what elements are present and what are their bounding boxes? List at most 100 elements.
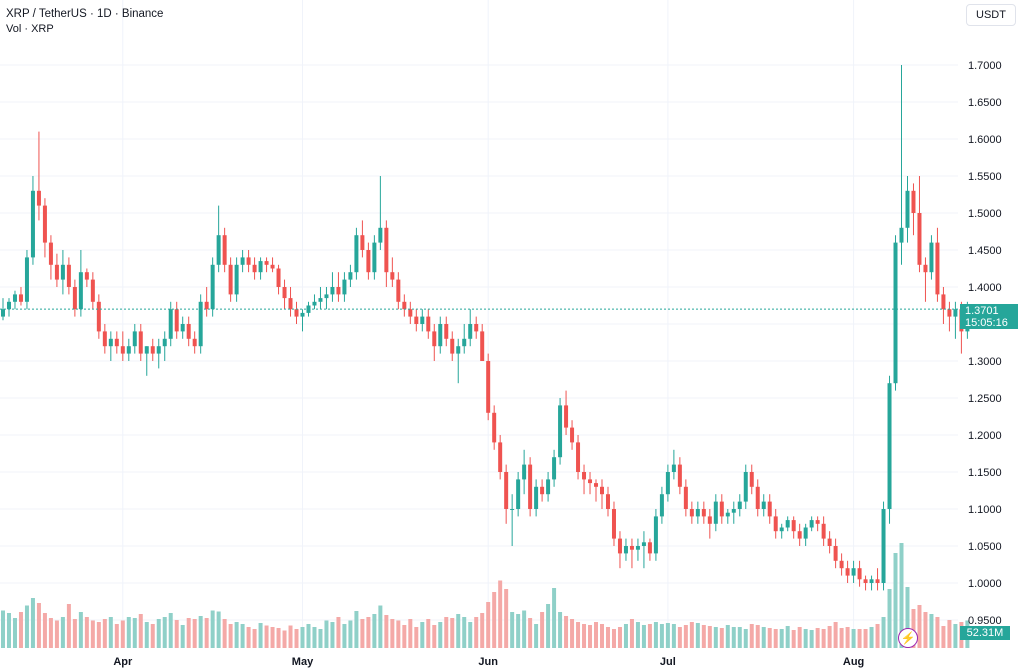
volume-bar <box>875 624 880 648</box>
candle-body <box>348 272 353 280</box>
volume-bar <box>707 626 712 648</box>
volume-bar <box>546 604 551 648</box>
volume-bar <box>683 625 688 648</box>
volume-bar <box>228 624 233 648</box>
candle-body <box>6 301 11 310</box>
candle-body <box>588 479 593 484</box>
candle-body <box>426 316 431 332</box>
candle-countdown: 15:05:16 <box>965 317 1008 329</box>
volume-bar <box>665 623 670 648</box>
candle-body <box>246 257 251 265</box>
candle-body <box>24 257 29 302</box>
candle-body <box>600 486 604 495</box>
volume-bar <box>671 624 676 648</box>
volume-bar <box>947 620 952 648</box>
candle-body <box>72 287 77 310</box>
volume-bar <box>929 614 934 648</box>
volume-bar <box>755 625 760 648</box>
volume-bar <box>492 592 497 648</box>
volume-bar <box>827 626 832 648</box>
volume-bar <box>845 627 850 648</box>
candle-body <box>486 361 491 413</box>
candle-body <box>90 279 95 302</box>
volume-bar <box>474 617 479 648</box>
candle-body <box>809 520 814 528</box>
price-tick-label: 1.5000 <box>968 208 1002 220</box>
volume-bar <box>905 587 910 648</box>
candle-body <box>594 483 599 487</box>
candle-body <box>791 520 796 532</box>
volume-bar <box>78 612 83 648</box>
candle-body <box>707 516 712 524</box>
volume-bar <box>611 629 616 648</box>
candle-body <box>725 512 730 517</box>
volume-bar <box>330 622 335 648</box>
candle-body <box>480 331 485 361</box>
candle-body <box>450 338 455 354</box>
price-tick-label: 1.6500 <box>968 97 1002 109</box>
volume-bar <box>863 629 868 648</box>
volume-bar <box>833 622 838 648</box>
candle-body <box>228 264 233 295</box>
time-tick-label: Jun <box>478 656 498 668</box>
candle-body <box>492 412 497 443</box>
price-tick-label: 1.0000 <box>968 578 1002 590</box>
volume-bar <box>246 627 251 648</box>
time-tick-label: Jul <box>660 656 676 668</box>
volume-bar <box>869 627 874 648</box>
volume-bar <box>90 620 95 648</box>
volume-bar <box>306 624 311 648</box>
candle-body <box>1 309 5 317</box>
volume-bar <box>510 612 515 648</box>
volume-bar <box>761 627 766 648</box>
volume-bar <box>408 619 413 648</box>
candle-body <box>204 301 209 310</box>
volume-bar <box>773 629 778 648</box>
candle-body <box>180 324 185 332</box>
lightning-icon[interactable]: ⚡ <box>898 628 918 648</box>
time-tick-label: Apr <box>113 656 133 668</box>
volume-bar <box>647 624 652 648</box>
candle-body <box>570 427 575 443</box>
price-tick-label: 1.4000 <box>968 282 1002 294</box>
volume-bar <box>132 618 137 648</box>
volume-bar <box>653 622 658 648</box>
candle-body <box>552 457 557 480</box>
currency-selector[interactable]: USDT <box>966 4 1016 26</box>
volume-bar <box>300 627 305 648</box>
candle-body <box>240 257 245 265</box>
candle-body <box>623 546 628 554</box>
volume-bar <box>635 622 640 648</box>
volume-bar <box>138 614 143 648</box>
volume-bar <box>677 627 682 648</box>
candle-body <box>659 494 664 517</box>
candle-body <box>252 264 257 273</box>
volume-bar <box>420 622 425 648</box>
volume-bar <box>737 627 742 648</box>
candle-body <box>372 242 377 273</box>
volume-bar <box>402 625 407 648</box>
candle-body <box>42 205 47 243</box>
volume-bar <box>84 617 89 648</box>
volume-bar <box>120 620 125 648</box>
candle-body <box>743 472 748 502</box>
volume-bar <box>372 614 377 648</box>
volume-bar <box>66 604 71 648</box>
candle-body <box>869 579 874 583</box>
candle-body <box>540 486 545 495</box>
candle-body <box>875 579 880 583</box>
volume-bar <box>659 624 664 648</box>
volume-bar <box>695 623 700 648</box>
candle-body <box>402 301 407 310</box>
volume-bar <box>18 612 23 648</box>
volume-bar <box>378 605 383 648</box>
candle-body <box>30 190 35 258</box>
candle-body <box>312 301 317 306</box>
candle-body <box>797 531 802 539</box>
volume-bar <box>42 613 47 648</box>
chart-title: XRP / TetherUS · 1D · Binance <box>6 8 164 20</box>
candle-body <box>396 279 401 302</box>
candle-body <box>162 338 167 347</box>
current-price-value: 1.3701 <box>965 305 999 317</box>
